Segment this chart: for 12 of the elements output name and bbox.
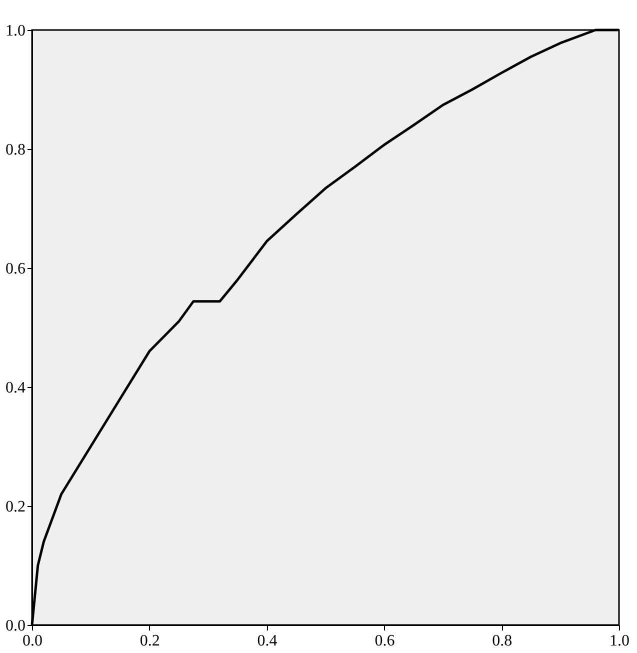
x-tick-label: 1.0 — [610, 632, 630, 650]
x-tick-label: 0.6 — [374, 632, 395, 650]
x-tick-label: 0.4 — [257, 632, 278, 650]
x-tick-label: 0.8 — [492, 632, 512, 650]
y-tick-label: 0.4 — [6, 380, 26, 396]
y-tick-label: 1.0 — [6, 22, 26, 40]
y-tick-label: 0.6 — [6, 260, 26, 278]
y-tick-label: 0.8 — [6, 142, 26, 158]
x-tick-label: 0.0 — [22, 632, 42, 650]
y-tick-label: 0.2 — [6, 498, 26, 516]
y-tick-label: 0.0 — [6, 618, 26, 634]
x-tick-label: 0.2 — [140, 632, 160, 650]
